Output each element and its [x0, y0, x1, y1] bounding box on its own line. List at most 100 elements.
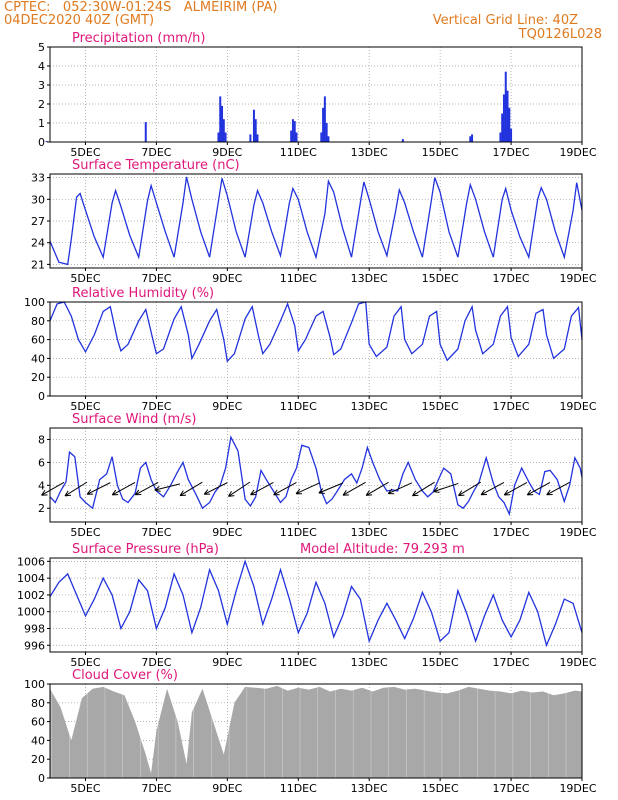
x-tick-label: 5DEC [70, 782, 100, 795]
x-tick-label: 13DEC [351, 526, 388, 539]
temp-frame [49, 173, 583, 269]
y-tick-label: 998 [24, 623, 45, 636]
x-tick-label: 7DEC [141, 782, 171, 795]
header-datetime: 04DEC2020 40Z (GMT) [4, 13, 155, 28]
y-tick-label: 0 [38, 136, 45, 149]
precip-bar [290, 130, 293, 142]
x-tick-label: 7DEC [141, 526, 171, 539]
x-tick-label: 9DEC [212, 782, 242, 795]
cloud-panel [47, 683, 583, 781]
x-tick-label: 17DEC [493, 526, 530, 539]
cloud-cover-area [50, 685, 582, 778]
pres-panel [47, 557, 583, 655]
x-tick-label: 9DEC [212, 146, 242, 159]
x-tick-label: 17DEC [493, 400, 530, 413]
precip-bar [295, 132, 298, 142]
wind-direction-arrow [203, 482, 228, 495]
wind-panel [41, 427, 583, 525]
x-tick-label: 15DEC [422, 272, 459, 285]
precip-bar [144, 122, 147, 142]
y-tick-label: 60 [31, 334, 45, 347]
x-tick-label: 11DEC [280, 400, 317, 413]
wind-direction-arrow [412, 481, 435, 497]
precip-bar [508, 107, 511, 142]
precip-bar [325, 123, 328, 142]
y-tick-label: 33 [31, 172, 45, 185]
wind-direction-arrow [154, 483, 181, 492]
y-tick-label: 40 [31, 734, 45, 747]
temp-title: Surface Temperature (nC) [72, 158, 240, 173]
y-tick-label: 100 [24, 296, 45, 309]
precip-bar [327, 136, 330, 142]
wind-direction-arrow [387, 482, 413, 495]
y-tick-label: 30 [31, 193, 45, 206]
y-tick-label: 24 [31, 237, 45, 250]
precip-bar [506, 90, 509, 142]
x-tick-label: 7DEC [141, 272, 171, 285]
precip-bar [471, 134, 474, 142]
precip-bar [510, 128, 513, 142]
y-tick-label: 0 [38, 390, 45, 403]
y-tick-label: 5 [38, 41, 45, 54]
x-tick-label: 19DEC [559, 656, 596, 669]
y-tick-label: 80 [31, 315, 45, 328]
wind-direction-arrow [41, 481, 65, 496]
rh-frame [49, 301, 583, 397]
x-tick-label: 17DEC [493, 656, 530, 669]
x-tick-label: 11DEC [280, 146, 317, 159]
x-tick-label: 11DEC [280, 526, 317, 539]
y-tick-label: 20 [31, 371, 45, 384]
pres-series-line [49, 559, 583, 648]
y-tick-label: 27 [31, 215, 45, 228]
x-tick-label: 7DEC [141, 400, 171, 413]
x-tick-label: 9DEC [212, 400, 242, 413]
precip-bar [501, 113, 504, 142]
rh-title: Relative Humidity (%) [72, 286, 214, 301]
wind-direction-arrow [480, 482, 505, 496]
y-tick-label: 4 [38, 60, 45, 73]
wind-title: Surface Wind (m/s) [72, 412, 196, 427]
wind-direction-arrow [458, 481, 482, 497]
x-tick-label: 15DEC [422, 400, 459, 413]
y-tick-label: 60 [31, 716, 45, 729]
precip-bar [224, 132, 227, 142]
x-tick-label: 13DEC [351, 272, 388, 285]
y-tick-label: 21 [31, 258, 45, 271]
x-tick-label: 13DEC [351, 782, 388, 795]
precip-bar [504, 71, 507, 142]
precip-bar [469, 136, 472, 142]
precip-title: Precipitation (mm/h) [72, 31, 205, 46]
y-tick-label: 40 [31, 352, 45, 365]
y-tick-label: 20 [31, 753, 45, 766]
precip-panel [45, 46, 583, 145]
y-tick-label: 80 [31, 697, 45, 710]
precip-bar [256, 134, 259, 142]
cloud-title: Cloud Cover (%) [72, 668, 178, 683]
precip-bar [401, 139, 404, 142]
x-tick-label: 5DEC [70, 656, 100, 669]
x-tick-label: 13DEC [351, 146, 388, 159]
precip-bar [254, 119, 257, 142]
wind-direction-arrow [134, 482, 159, 496]
x-tick-label: 5DEC [70, 400, 100, 413]
x-tick-label: 15DEC [422, 526, 459, 539]
y-tick-label: 100 [24, 678, 45, 691]
x-tick-label: 15DEC [422, 782, 459, 795]
x-tick-label: 13DEC [351, 400, 388, 413]
temp-series-line [49, 176, 583, 266]
y-tick-label: 1006 [17, 555, 45, 568]
y-tick-label: 2 [38, 98, 45, 111]
x-tick-label: 7DEC [141, 656, 171, 669]
x-tick-label: 19DEC [559, 526, 596, 539]
wind-direction-arrow [365, 481, 389, 496]
precip-bar [252, 109, 255, 142]
wind-direction-arrow [227, 481, 251, 497]
wind-direction-arrow [526, 482, 551, 496]
header-code: TQ0126L028 [518, 27, 602, 42]
precip-bar [221, 105, 224, 142]
y-tick-label: 2 [38, 502, 45, 515]
x-tick-label: 19DEC [559, 146, 596, 159]
rh-series-line [49, 301, 583, 363]
precip-bar [217, 132, 220, 142]
